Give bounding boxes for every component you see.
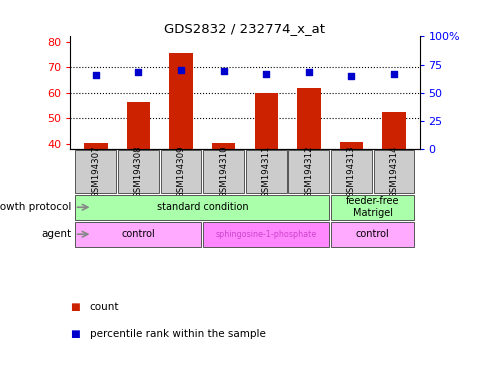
Text: GSM194314: GSM194314 bbox=[389, 145, 398, 198]
FancyBboxPatch shape bbox=[330, 222, 413, 247]
Text: agent: agent bbox=[41, 229, 71, 239]
Text: sphingosine-1-phosphate: sphingosine-1-phosphate bbox=[215, 230, 316, 239]
Text: feeder-free
Matrigel: feeder-free Matrigel bbox=[345, 197, 399, 218]
Point bbox=[347, 73, 355, 79]
FancyBboxPatch shape bbox=[160, 150, 201, 193]
Text: GSM194308: GSM194308 bbox=[134, 145, 143, 198]
Point bbox=[389, 71, 397, 77]
Bar bbox=[339, 142, 363, 149]
FancyBboxPatch shape bbox=[76, 195, 329, 220]
FancyBboxPatch shape bbox=[330, 150, 371, 193]
FancyBboxPatch shape bbox=[288, 150, 329, 193]
Text: GSM194307: GSM194307 bbox=[91, 145, 100, 198]
Bar bbox=[212, 143, 235, 149]
FancyBboxPatch shape bbox=[118, 150, 159, 193]
FancyBboxPatch shape bbox=[330, 195, 413, 220]
Point bbox=[134, 69, 142, 75]
FancyBboxPatch shape bbox=[373, 150, 413, 193]
Text: control: control bbox=[355, 229, 389, 239]
Point bbox=[219, 68, 227, 74]
Text: GSM194313: GSM194313 bbox=[346, 145, 355, 198]
Bar bbox=[169, 53, 192, 149]
Text: standard condition: standard condition bbox=[156, 202, 248, 212]
Text: GSM194309: GSM194309 bbox=[176, 145, 185, 197]
Text: percentile rank within the sample: percentile rank within the sample bbox=[90, 329, 265, 339]
FancyBboxPatch shape bbox=[203, 150, 243, 193]
Text: count: count bbox=[90, 302, 119, 312]
Bar bbox=[126, 102, 150, 149]
Text: growth protocol: growth protocol bbox=[0, 202, 71, 212]
Text: ■: ■ bbox=[70, 329, 80, 339]
Point bbox=[92, 71, 100, 78]
FancyBboxPatch shape bbox=[76, 222, 201, 247]
Title: GDS2832 / 232774_x_at: GDS2832 / 232774_x_at bbox=[164, 22, 325, 35]
Bar bbox=[297, 88, 320, 149]
Point bbox=[262, 71, 270, 77]
Text: GSM194310: GSM194310 bbox=[219, 145, 227, 198]
FancyBboxPatch shape bbox=[203, 222, 329, 247]
Point bbox=[304, 70, 312, 76]
FancyBboxPatch shape bbox=[245, 150, 286, 193]
Bar bbox=[254, 93, 277, 149]
Bar bbox=[84, 143, 107, 149]
Text: GSM194312: GSM194312 bbox=[303, 145, 313, 198]
Text: control: control bbox=[121, 229, 155, 239]
FancyBboxPatch shape bbox=[76, 150, 116, 193]
Bar bbox=[381, 112, 405, 149]
Text: ■: ■ bbox=[70, 302, 80, 312]
Text: GSM194311: GSM194311 bbox=[261, 145, 270, 198]
Point bbox=[177, 67, 184, 73]
